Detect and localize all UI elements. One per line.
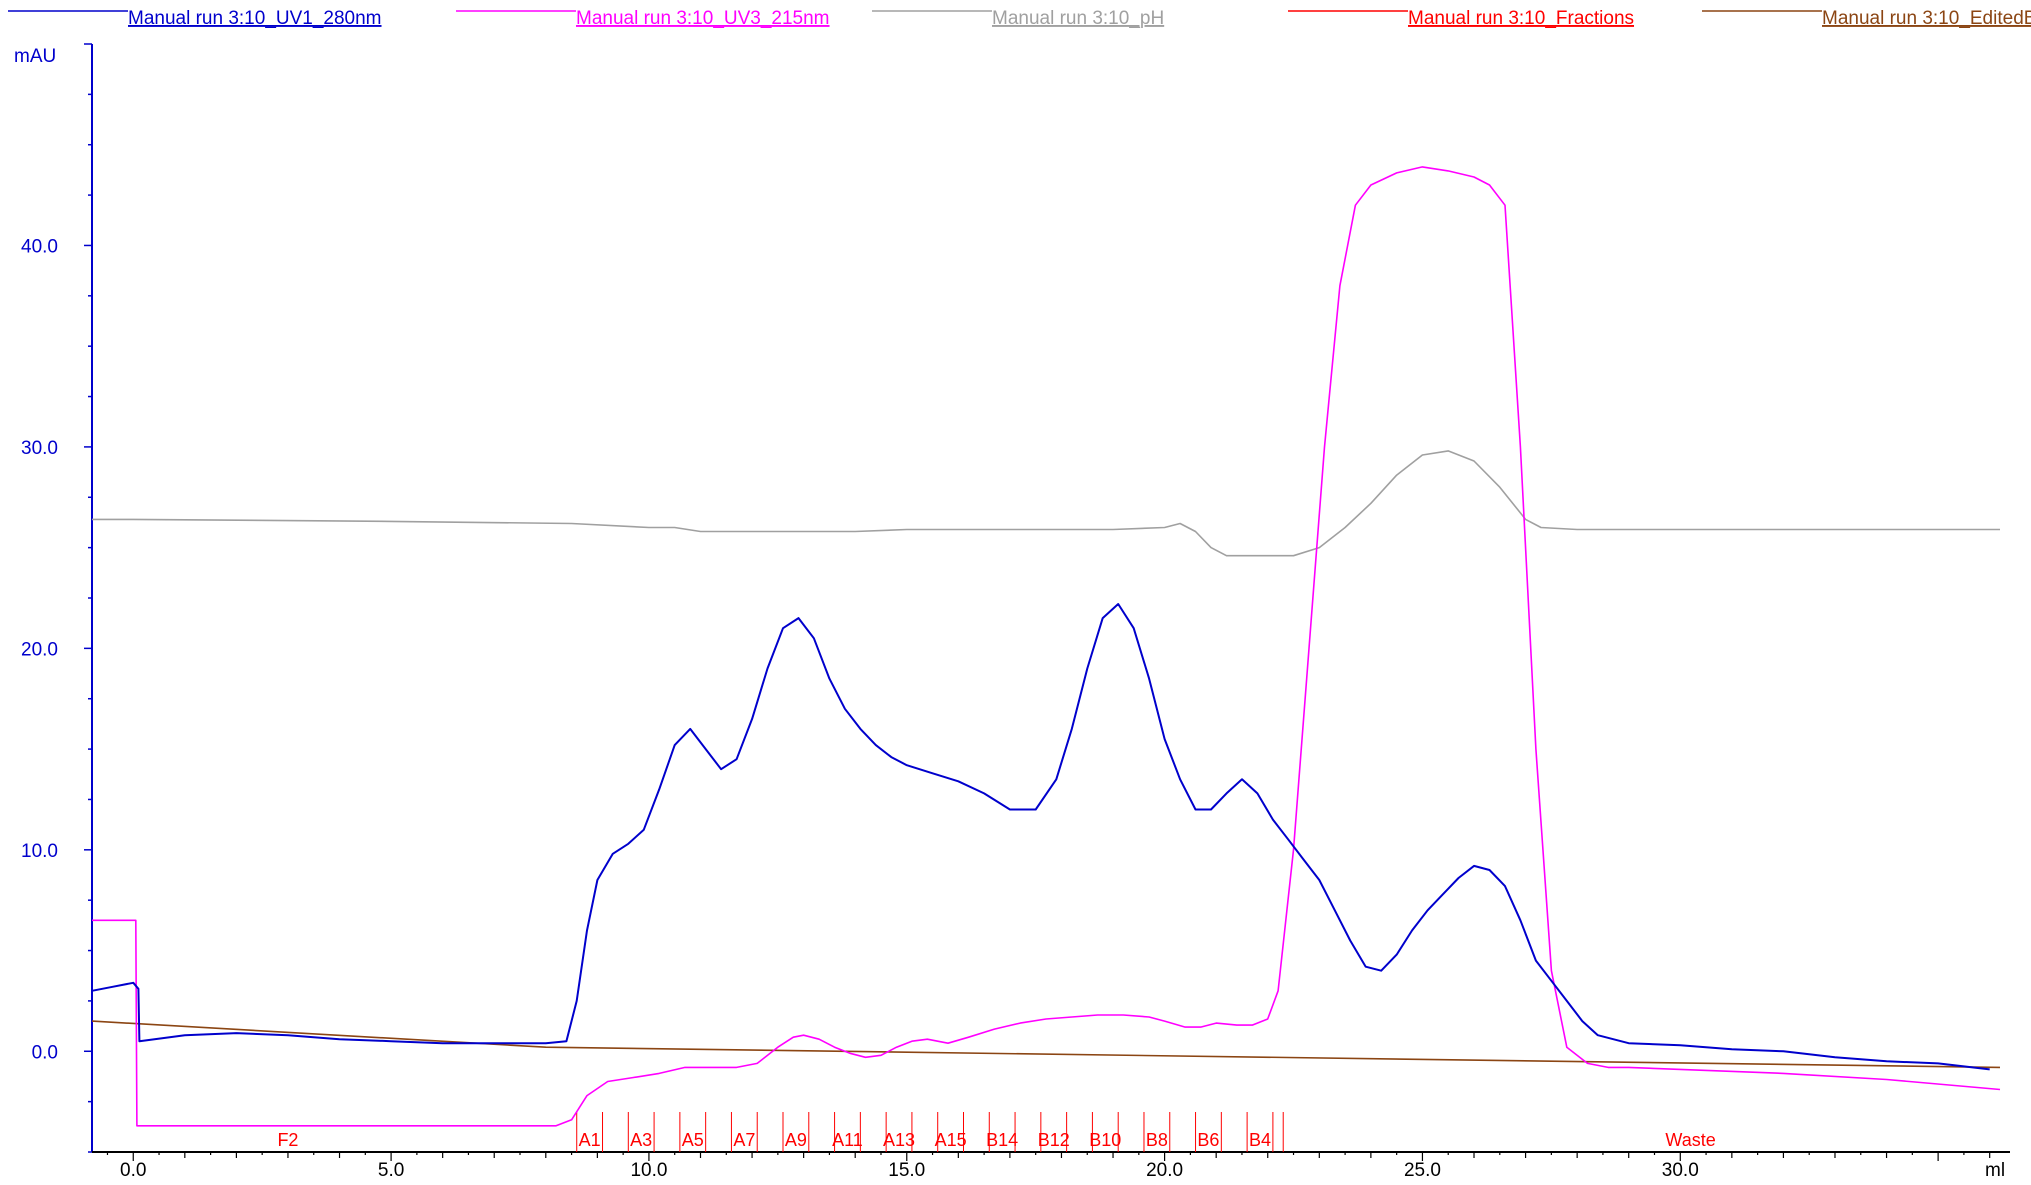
fraction-label: A5	[682, 1130, 704, 1150]
fraction-label: B10	[1089, 1130, 1121, 1150]
fraction-label: A13	[883, 1130, 915, 1150]
fraction-label: A7	[733, 1130, 755, 1150]
y-axis-label: mAU	[14, 46, 56, 67]
series-line-1	[92, 166, 2001, 1127]
legend: Manual run 3:10_UV1_280nm Manual run 3:10…	[8, 8, 2031, 29]
fraction-label: A3	[630, 1130, 652, 1150]
x-tick-label: 15.0	[888, 1160, 925, 1180]
y-tick-label: 30.0	[21, 438, 58, 459]
fraction-label: A11	[832, 1130, 863, 1150]
y-axis-ticks: 0.0 10.0 20.0 30.0 40.0	[21, 43, 92, 1153]
fraction-label: B14	[986, 1130, 1018, 1150]
series-line-2	[92, 450, 2000, 557]
series-line-0	[91, 603, 1990, 1071]
y-tick-label: 10.0	[21, 841, 58, 862]
fraction-label: B12	[1038, 1130, 1070, 1150]
y-tick-label: 20.0	[21, 639, 58, 660]
x-axis-ticks: 0.0 5.0 10.0 15.0 20.0 25.0 30.0	[106, 1152, 1991, 1181]
series-line-3	[91, 1020, 2001, 1069]
legend-label-0: Manual run 3:10_UV1_280nm	[128, 8, 382, 29]
x-tick-label: 20.0	[1146, 1160, 1183, 1180]
fraction-markers: F2 A1 A3 A5 A7 A9 A11 A13 A15 B14 B12 B10 B8 B6 B4 Wast…	[277, 1112, 1716, 1152]
fraction-label: A1	[579, 1130, 601, 1150]
x-tick-label: 0.0	[120, 1160, 146, 1180]
fraction-label: A9	[785, 1130, 807, 1150]
y-tick-label: 0.0	[32, 1042, 58, 1063]
y-tick-label: 40.0	[21, 236, 58, 257]
fraction-label: B4	[1249, 1130, 1271, 1150]
fraction-label: Waste	[1665, 1130, 1715, 1150]
series-lines	[91, 166, 2001, 1127]
legend-label-2: Manual run 3:10_pH	[992, 8, 1164, 29]
legend-label-3: Manual run 3:10_Fractions	[1408, 8, 1634, 29]
x-tick-label: 25.0	[1404, 1160, 1441, 1180]
fraction-label: B8	[1146, 1130, 1168, 1150]
fraction-label: A15	[935, 1130, 967, 1150]
legend-label-1: Manual run 3:10_UV3_215nm	[576, 8, 830, 29]
x-tick-label: 10.0	[630, 1160, 667, 1180]
x-tick-label: 5.0	[378, 1160, 404, 1180]
legend-label-4: Manual run 3:10_EditedBaseline	[1822, 8, 2031, 29]
fraction-label: B6	[1197, 1130, 1219, 1150]
fraction-label: F2	[277, 1130, 298, 1150]
x-tick-label: 30.0	[1662, 1160, 1699, 1180]
x-axis-label: ml	[1985, 1160, 2005, 1180]
